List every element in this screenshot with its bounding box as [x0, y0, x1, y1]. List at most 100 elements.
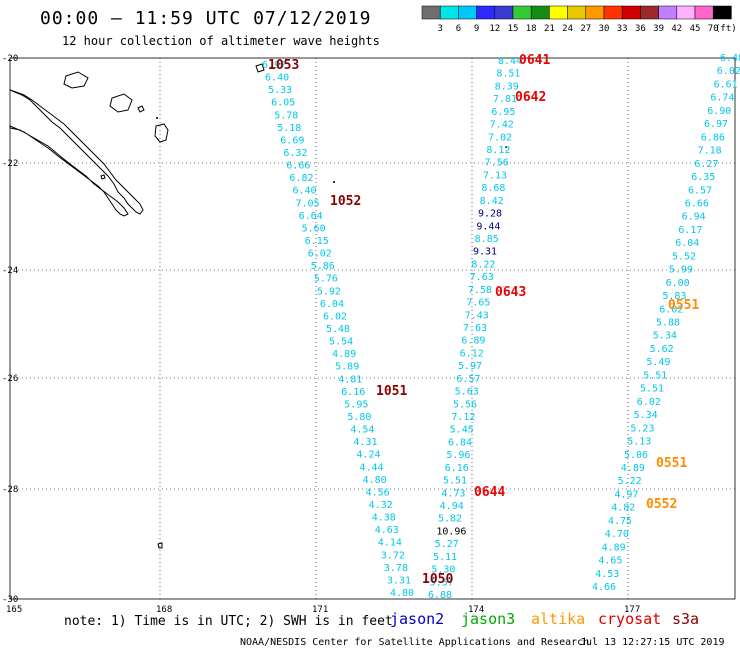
wave-height-value: 4.24	[356, 450, 380, 461]
wave-height-value: 6.64	[299, 211, 323, 222]
longitude-label: 171	[312, 605, 328, 615]
wave-height-value: 5.11	[433, 552, 457, 563]
satellite-legend: jason2 jason3 altika cryosat s3a	[390, 610, 699, 628]
credit-line: NOAA/NESDIS Center for Satellite Applica…	[240, 637, 589, 648]
wave-height-value: 6.27	[694, 159, 718, 170]
satellite-legend-item: cryosat	[598, 610, 661, 628]
wave-height-value: 4.66	[592, 582, 616, 593]
wave-height-value: 3.72	[381, 550, 405, 561]
wave-height-value: 5.96	[446, 450, 470, 461]
wave-height-value: 5.22	[618, 476, 642, 487]
wave-height-value: 7.42	[490, 120, 514, 131]
scale-swatch	[640, 5, 659, 20]
wave-height-value: 4.44	[360, 462, 384, 473]
map-border	[9, 57, 736, 600]
wave-height-value: 5.49	[646, 357, 670, 368]
wave-height-value: 6.82	[289, 173, 313, 184]
wave-height-value: 4.70	[605, 529, 629, 540]
wave-height-value: 5.57	[430, 577, 454, 588]
wave-height-value: 6.74	[710, 93, 734, 104]
satellite-legend-item: altika	[531, 610, 585, 628]
color-scale-bar: 3 6 9 12 15 18 21 24 27 30 33 36 39 42 45 70	[421, 5, 732, 34]
wave-height-value: 6.57	[456, 374, 480, 385]
wave-height-value: 8.68	[481, 183, 505, 194]
scale-swatch	[712, 5, 732, 20]
wave-height-value: 4.75	[608, 516, 632, 527]
wave-height-value: 4.31	[353, 437, 377, 448]
reef-dot	[333, 181, 335, 183]
wave-height-value: 5.97	[458, 361, 482, 372]
wave-height-value: 4.56	[366, 487, 390, 498]
wave-height-value: 7.18	[698, 146, 722, 157]
wave-height-value: 7.63	[463, 323, 487, 334]
pass-number-label: 0552	[646, 497, 677, 512]
wave-height-value: 6.02	[637, 397, 661, 408]
wave-height-value: 5.82	[438, 514, 462, 525]
wave-height-value: 4.89	[602, 542, 626, 553]
wave-height-value: 6.66	[685, 198, 709, 209]
wave-height-value: 6.84	[448, 437, 472, 448]
wave-height-value: 7.56	[485, 158, 509, 169]
wave-height-value: 6.02	[308, 249, 332, 260]
longitude-label: 165	[6, 605, 22, 615]
wave-height-value: 6.89	[461, 336, 485, 347]
scale-tick-label: 9	[474, 24, 479, 34]
wave-height-value: 4.54	[350, 425, 374, 436]
wave-height-value: 5.18	[277, 123, 301, 134]
pass-number-labels: 1053 1052 1051 1050 0641 0642 0643 0644 0551 0551…	[268, 53, 699, 587]
pass-number-label: 1052	[330, 194, 361, 209]
wave-height-value: 7.58	[468, 285, 492, 296]
wave-height-value: 7.43	[465, 310, 489, 321]
wave-height-value: 4.53	[595, 569, 619, 580]
wave-height-value: 5.56	[453, 399, 477, 410]
wave-height-value: 4.97	[614, 489, 638, 500]
wave-height-value: 6.35	[691, 172, 715, 183]
wave-height-value: 8.44	[498, 56, 522, 67]
wave-track-cryosat: 8.44 8.518.39 7.81 6.95 7.427.02 8.12 7.567.13…	[428, 56, 522, 601]
wave-height-value: 6.16	[445, 463, 469, 474]
wave-track-jason: 6.976.405.336.055.785.186.696.326.666.82…	[262, 60, 414, 599]
wave-height-value: 6.86	[701, 132, 725, 143]
wave-height-value: 6.00	[666, 278, 690, 289]
scale-swatch	[439, 5, 459, 20]
footer-note: note: 1) Time is in UTC; 2) SWH is in fe…	[64, 614, 393, 629]
scale-swatch	[585, 5, 605, 20]
satellite-legend-item: s3a	[672, 610, 699, 628]
wave-height-value: 5.23	[630, 423, 654, 434]
scale-tick-label: 18	[526, 24, 537, 34]
wave-height-value: 9.31	[473, 247, 497, 258]
wave-height-value: 5.51	[443, 476, 467, 487]
wave-height-value: 6.40	[265, 73, 289, 84]
latitude-label: -28	[2, 485, 18, 495]
latitude-label: -20	[2, 54, 18, 64]
scale-swatch	[603, 5, 623, 20]
scale-tick-label: 70	[708, 24, 719, 34]
scale-swatch	[676, 5, 696, 20]
scale-tick-label: 12	[489, 24, 500, 34]
wave-height-value: 6.17	[678, 225, 702, 236]
color-scale-unit: (ft)	[715, 24, 737, 34]
scale-swatch	[530, 5, 550, 20]
latitude-labels: -20 -22 -24 -26 -28 -30	[2, 54, 18, 605]
wave-height-value: 4.89	[621, 463, 645, 474]
wave-height-value: 10.96	[436, 526, 466, 537]
wave-height-value: 5.95	[344, 399, 368, 410]
map-frame	[9, 57, 736, 600]
scale-swatch	[421, 5, 441, 20]
scale-swatch	[694, 5, 714, 20]
wave-height-value: 3.31	[387, 575, 411, 586]
wave-height-value: 6.15	[305, 236, 329, 247]
pass-number-label: 1051	[376, 384, 407, 399]
scale-swatch	[621, 5, 641, 20]
wave-height-value: 7.02	[488, 132, 512, 143]
wave-height-value: 5.83	[662, 291, 686, 302]
scale-tick-label: 3	[437, 24, 442, 34]
scale-tick-label: 45	[690, 24, 701, 34]
scale-tick-label: 24	[562, 24, 573, 34]
reef-dot	[156, 117, 158, 119]
wave-height-value: 4.14	[378, 538, 402, 549]
scale-swatch	[549, 5, 568, 20]
wave-height-value: 7.05	[296, 198, 320, 209]
